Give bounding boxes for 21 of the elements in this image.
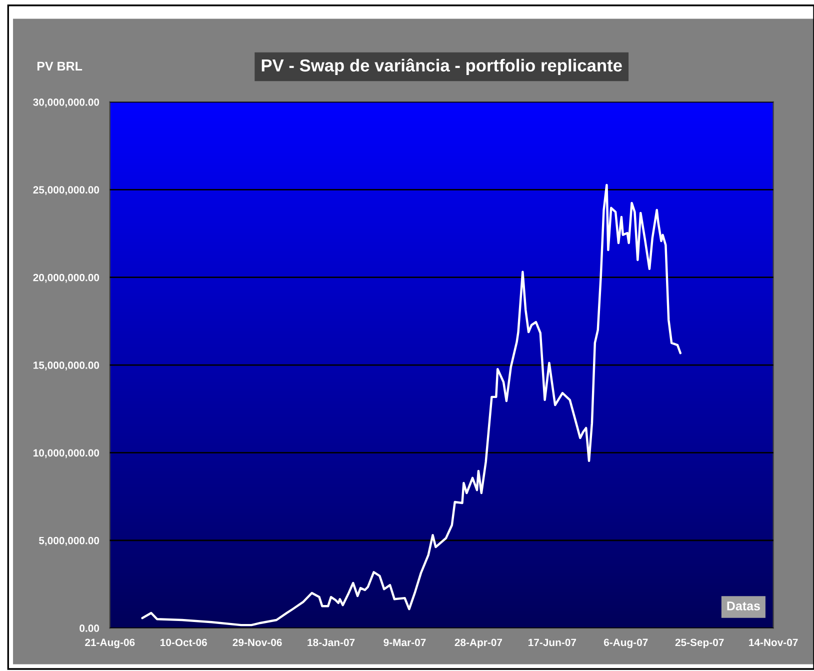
y-axis-title: PV BRL xyxy=(37,62,82,70)
y-tick-label: 20,000,000.00 xyxy=(33,274,100,283)
y-tick-label: 15,000,000.00 xyxy=(34,362,100,370)
x-tick-label: 28-Apr-07 xyxy=(454,638,502,648)
y-tick-label: 0.00 xyxy=(80,624,100,632)
x-tick-label: 21-Aug-06 xyxy=(85,638,135,648)
x-tick-label: 25-Sep-07 xyxy=(675,638,724,648)
x-tick-label: 14-Nov-07 xyxy=(749,638,798,646)
y-tick-label: 10,000,000.00 xyxy=(34,449,100,458)
y-tick-label: 5,000,000.00 xyxy=(38,536,100,546)
x-tick-label: 10-Oct-06 xyxy=(160,638,207,646)
x-tick-label: 9-Mar-07 xyxy=(384,638,426,646)
x-axis-title: Datas xyxy=(727,602,760,610)
chart-title: PV - Swap de variância - portfolio replicante xyxy=(262,58,622,76)
line-series xyxy=(141,184,682,626)
x-tick-label: 29-Nov-06 xyxy=(232,638,282,646)
y-tick-label: 30,000,000.00 xyxy=(33,98,100,108)
x-tick-label: 18-Jan-07 xyxy=(308,638,355,646)
x-tick-label: 17-Jun-07 xyxy=(528,638,576,646)
y-tick-label: 25,000,000.00 xyxy=(33,186,100,196)
x-tick-label: 6-Aug-07 xyxy=(604,638,648,648)
